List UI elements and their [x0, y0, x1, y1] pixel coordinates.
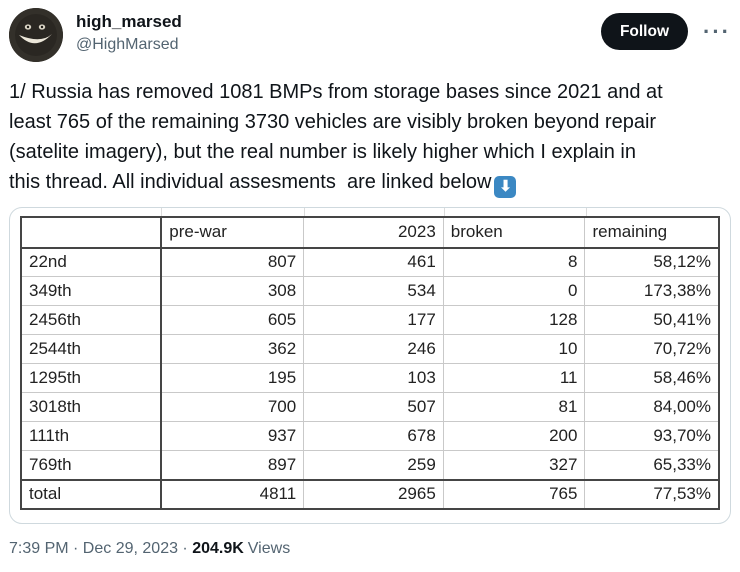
table-cell: 2544th [20, 334, 163, 364]
table-cell: 3018th [20, 392, 163, 422]
table-total-row: total 4811 2965 765 77,53% [20, 478, 720, 509]
table-cell: 177 [303, 305, 444, 335]
table-cell: 128 [442, 305, 586, 335]
table-cell: 11 [442, 363, 586, 393]
table-total-cell: 4811 [160, 478, 305, 509]
table-cell: 605 [160, 305, 305, 335]
table-total-cell: 2965 [303, 478, 444, 509]
table-row: 2544th 362 246 10 70,72% [20, 334, 720, 364]
table-cell: 58,46% [584, 363, 720, 393]
footer-separator: · [177, 539, 193, 557]
table-cell: 58,12% [584, 247, 720, 277]
table-total-cell: total [20, 478, 163, 509]
table-header-cell: remaining [584, 216, 720, 249]
table-row: 349th 308 534 0 173,38% [20, 276, 720, 306]
bmp-table-body: 22nd 807 461 8 58,12% 349th 308 534 0 173,38% 2456… [20, 247, 720, 509]
tweet-text-content: 1/ Russia has removed 1081 BMPs from sto… [9, 81, 663, 193]
table-cell: 103 [303, 363, 444, 393]
table-cell: 678 [303, 421, 444, 451]
table-header-cell [20, 216, 163, 249]
tweet-text: 1/ Russia has removed 1081 BMPs from sto… [9, 77, 731, 198]
spreadsheet-gridline-remnant [20, 207, 720, 216]
views-label: Views [247, 539, 291, 557]
table-cell: 81 [442, 392, 586, 422]
table-header-cell: pre-war [160, 216, 305, 249]
user-names: high_marsed @HighMarsed [76, 8, 182, 55]
table-cell: 84,00% [584, 392, 720, 422]
table-cell: 807 [160, 247, 305, 277]
tweet-footer: 7:39 PM · Dec 29, 2023 · 204.9K Views [9, 539, 731, 559]
table-cell: 769th [20, 450, 163, 480]
table-cell: 362 [160, 334, 305, 364]
table-cell: 507 [303, 392, 444, 422]
table-cell: 8 [442, 247, 586, 277]
timestamp: 7:39 PM · Dec 29, 2023 [9, 539, 178, 557]
table-row: 1295th 195 103 11 58,46% [20, 363, 720, 393]
views-count: 204.9K [192, 539, 244, 557]
table-cell: 1295th [20, 363, 163, 393]
table-cell: 93,70% [584, 421, 720, 451]
table-cell: 259 [303, 450, 444, 480]
table-cell: 173,38% [584, 276, 720, 306]
follow-button[interactable]: Follow [600, 13, 689, 50]
table-cell: 195 [160, 363, 305, 393]
bmp-table-head: pre-war 2023 broken remaining [20, 216, 720, 249]
table-cell: 246 [303, 334, 444, 364]
table-row: 22nd 807 461 8 58,12% [20, 247, 720, 277]
table-row: 769th 897 259 327 65,33% [20, 450, 720, 480]
table-cell: 349th [20, 276, 163, 306]
tweet-media[interactable]: pre-war 2023 broken remaining 22nd 807 461 8 58… [9, 206, 731, 524]
table-cell: 327 [442, 450, 586, 480]
table-cell: 200 [442, 421, 586, 451]
table-row: 2456th 605 177 128 50,41% [20, 305, 720, 335]
table-cell: 65,33% [584, 450, 720, 480]
table-total-cell: 77,53% [584, 478, 720, 509]
table-cell: 0 [442, 276, 586, 306]
table-cell: 700 [160, 392, 305, 422]
table-cell: 461 [303, 247, 444, 277]
table-total-cell: 765 [442, 478, 586, 509]
avatar-image [9, 8, 63, 62]
table-header-cell: 2023 [303, 216, 444, 249]
header-actions: Follow ··· [600, 13, 731, 50]
table-header-row: pre-war 2023 broken remaining [20, 216, 720, 249]
down-arrow-emoji: ⬇ [494, 175, 517, 198]
table-header-cell: broken [442, 216, 586, 249]
table-row: 3018th 700 507 81 84,00% [20, 392, 720, 422]
table-cell: 2456th [20, 305, 163, 335]
tweet-card: high_marsed @HighMarsed Follow ··· 1/ Ru… [9, 8, 731, 559]
display-name[interactable]: high_marsed [76, 12, 182, 31]
table-cell: 937 [160, 421, 305, 451]
table-cell: 10 [442, 334, 586, 364]
table-cell: 50,41% [584, 305, 720, 335]
table-cell: 534 [303, 276, 444, 306]
table-cell: 897 [160, 450, 305, 480]
table-cell: 111th [20, 421, 163, 451]
table-cell: 22nd [20, 247, 163, 277]
table-row: 111th 937 678 200 93,70% [20, 421, 720, 451]
avatar[interactable] [9, 8, 63, 62]
tweet-header: high_marsed @HighMarsed Follow ··· [9, 8, 731, 62]
table-cell: 308 [160, 276, 305, 306]
more-options-icon[interactable]: ··· [703, 18, 731, 44]
bmp-table: pre-war 2023 broken remaining 22nd 807 461 8 58… [20, 215, 720, 510]
table-cell: 70,72% [584, 334, 720, 364]
user-handle[interactable]: @HighMarsed [76, 36, 179, 53]
